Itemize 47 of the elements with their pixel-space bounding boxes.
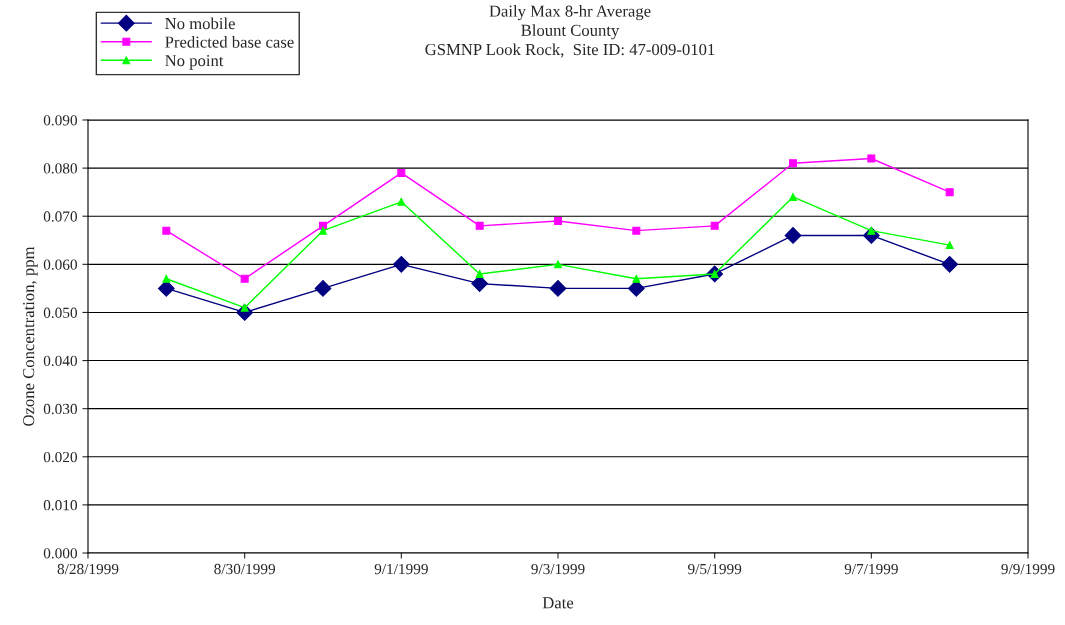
- y-tick-label: 0.000: [43, 548, 77, 559]
- x-tick-label: 8/28/1999: [57, 563, 119, 575]
- point: [162, 274, 171, 283]
- point: [397, 197, 406, 206]
- y-tick-label: 0.090: [43, 115, 77, 126]
- y-axis-title: Ozone Concentration, ppm: [23, 246, 38, 426]
- y-tick-label: 0.030: [43, 403, 77, 415]
- point: [945, 188, 954, 197]
- point: [789, 192, 797, 201]
- x-axis-title: Date: [542, 597, 574, 609]
- point: [397, 168, 406, 177]
- y-tick-label: 0.050: [43, 307, 77, 318]
- point: [475, 221, 484, 230]
- x-tick-label: 9/1/1999: [374, 563, 428, 575]
- y-tick-label: 0.020: [43, 451, 77, 463]
- y-tick-label: 0.080: [43, 163, 77, 174]
- point: [554, 217, 562, 226]
- point: [632, 274, 641, 283]
- x-tick-label: 9/3/1999: [531, 563, 585, 575]
- legend-label: Predicted base case: [165, 35, 294, 48]
- point: [240, 274, 249, 283]
- y-tick-label: 0.060: [43, 259, 77, 270]
- y-tick-label: 0.040: [43, 355, 77, 367]
- point: [789, 159, 797, 168]
- point: [627, 280, 645, 297]
- x-tick-label: 9/9/1999: [1001, 563, 1055, 575]
- point: [475, 269, 484, 278]
- y-tick-label: 0.010: [43, 500, 77, 511]
- point: [632, 226, 641, 235]
- x-tick-label: 8/30/1999: [214, 563, 276, 575]
- legend-label: No mobile: [165, 17, 235, 30]
- legend-label: No point: [165, 55, 224, 70]
- point: [945, 241, 954, 250]
- point: [162, 226, 171, 235]
- point: [784, 227, 802, 244]
- point: [549, 280, 567, 297]
- x-tick-label: 9/5/1999: [688, 563, 742, 575]
- point: [392, 255, 410, 273]
- point: [941, 255, 959, 273]
- point: [314, 280, 332, 297]
- point: [319, 226, 327, 235]
- point: [710, 221, 719, 230]
- point: [157, 280, 175, 297]
- x-tick-label: 9/7/1999: [844, 563, 898, 575]
- y-tick-label: 0.070: [43, 211, 77, 222]
- point: [867, 154, 876, 163]
- chart-title: Daily Max 8-hr Average Blount County GSMNP Look Rock, Site ID: 47-009-0101: [425, 5, 715, 58]
